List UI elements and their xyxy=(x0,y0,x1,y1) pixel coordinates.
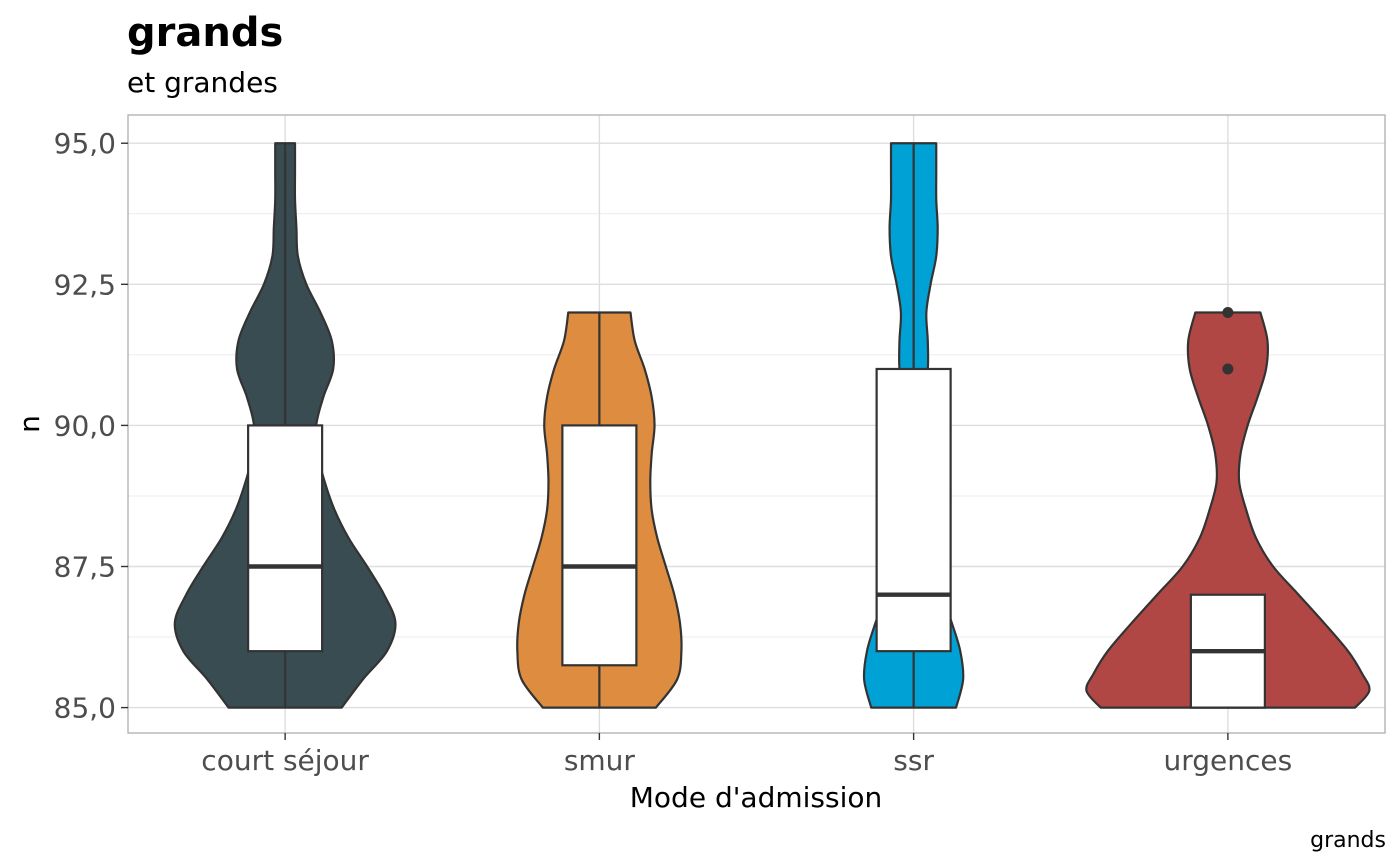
box-iqr xyxy=(875,367,952,653)
x-tick-label: smur xyxy=(564,744,636,777)
violin-group xyxy=(516,311,683,709)
x-axis-title: Mode d'admission xyxy=(630,781,882,814)
x-tick-label: ssr xyxy=(893,744,934,777)
violins xyxy=(173,142,1371,709)
chart-title: grands xyxy=(127,10,283,56)
y-axis: 85,0 87,5 90,0 92,5 95,0 xyxy=(54,127,128,725)
violin-group xyxy=(173,142,397,709)
x-tick-label: court séjour xyxy=(201,744,369,777)
box-iqr xyxy=(561,424,638,667)
y-tick-label: 92,5 xyxy=(54,268,116,301)
chart-subtitle: et grandes xyxy=(127,66,278,99)
box-iqr xyxy=(247,424,324,653)
y-tick-label: 95,0 xyxy=(54,127,116,160)
outlier-point xyxy=(1222,363,1234,375)
y-axis-title: n xyxy=(13,415,46,433)
x-axis: court séjour smur ssr urgences xyxy=(201,733,1292,777)
violin-group xyxy=(1085,307,1371,709)
y-tick-label: 85,0 xyxy=(54,692,116,725)
outlier-point xyxy=(1222,307,1234,319)
y-tick-label: 87,5 xyxy=(54,551,116,584)
x-tick-label: urgences xyxy=(1164,744,1293,777)
chart-caption: grands xyxy=(1310,828,1386,853)
panel-border xyxy=(127,114,1386,734)
y-tick-label: 90,0 xyxy=(54,409,116,442)
plot-panel xyxy=(127,114,1386,734)
violin-group xyxy=(862,142,965,709)
violin-shape xyxy=(1085,311,1371,709)
